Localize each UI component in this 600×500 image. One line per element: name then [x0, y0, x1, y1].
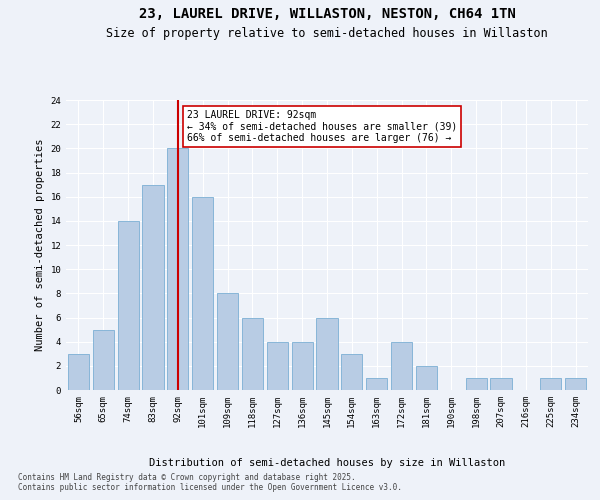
- Bar: [93, 330, 114, 390]
- Text: Size of property relative to semi-detached houses in Willaston: Size of property relative to semi-detach…: [106, 28, 548, 40]
- Bar: [416, 366, 437, 390]
- Text: 23 LAUREL DRIVE: 92sqm
← 34% of semi-detached houses are smaller (39)
66% of sem: 23 LAUREL DRIVE: 92sqm ← 34% of semi-det…: [187, 110, 457, 143]
- Bar: [316, 318, 338, 390]
- Bar: [366, 378, 387, 390]
- Bar: [267, 342, 288, 390]
- Bar: [540, 378, 561, 390]
- Bar: [68, 354, 89, 390]
- Bar: [490, 378, 512, 390]
- Bar: [466, 378, 487, 390]
- Bar: [242, 318, 263, 390]
- Bar: [118, 221, 139, 390]
- Bar: [142, 184, 164, 390]
- Y-axis label: Number of semi-detached properties: Number of semi-detached properties: [35, 138, 45, 352]
- Bar: [192, 196, 213, 390]
- Bar: [292, 342, 313, 390]
- Bar: [217, 294, 238, 390]
- Bar: [167, 148, 188, 390]
- Bar: [391, 342, 412, 390]
- Bar: [565, 378, 586, 390]
- Bar: [341, 354, 362, 390]
- Text: Distribution of semi-detached houses by size in Willaston: Distribution of semi-detached houses by …: [149, 458, 505, 468]
- Text: Contains HM Land Registry data © Crown copyright and database right 2025.
Contai: Contains HM Land Registry data © Crown c…: [18, 472, 402, 492]
- Text: 23, LAUREL DRIVE, WILLASTON, NESTON, CH64 1TN: 23, LAUREL DRIVE, WILLASTON, NESTON, CH6…: [139, 8, 515, 22]
